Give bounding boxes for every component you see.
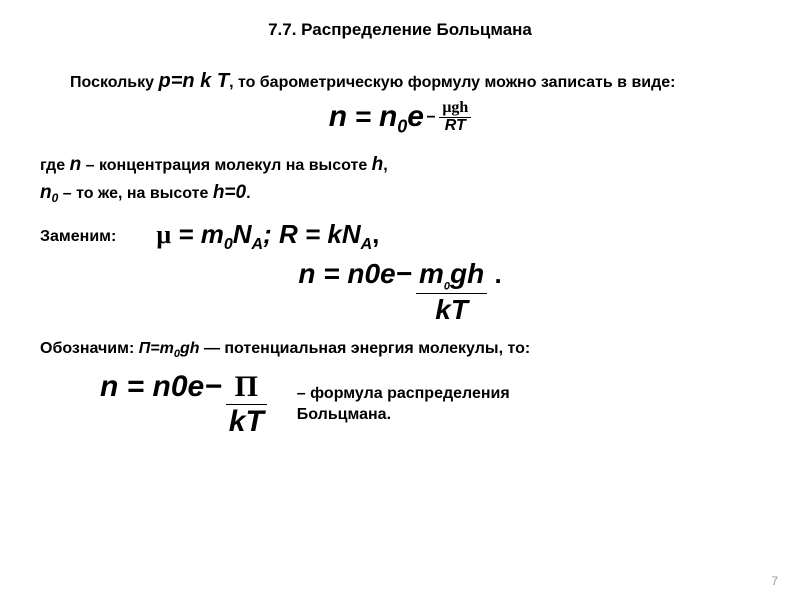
eq3-n0-sub: 0 bbox=[171, 370, 188, 403]
equation-2: n = n0e−m0ghkT . bbox=[40, 258, 760, 326]
designate-line: Обозначим: П=m0gh — потенциальная энерги… bbox=[40, 340, 760, 360]
replace-label: Заменим: bbox=[40, 228, 116, 246]
replace-mu: μ bbox=[156, 220, 171, 249]
final-formula-label: – формула распределения Больцмана. bbox=[297, 384, 597, 426]
replace-NA1: N bbox=[233, 219, 252, 249]
eq3-equals: = bbox=[118, 370, 152, 403]
eq1-exponent: −μgh RT bbox=[426, 100, 471, 135]
eq3-n0-n: n bbox=[153, 370, 171, 403]
replace-subA2: A bbox=[361, 236, 373, 253]
intro-pre: Поскольку bbox=[70, 74, 158, 91]
page-number: 7 bbox=[771, 574, 778, 588]
eq1-num: μgh bbox=[442, 99, 468, 116]
designate-pi: П=m bbox=[139, 340, 174, 357]
designate-post: — потенциальная энергия молекулы, то: bbox=[200, 340, 531, 357]
eq1-den: RT bbox=[439, 118, 471, 135]
where1-h: h bbox=[372, 154, 384, 175]
replace-eq1: = m bbox=[171, 219, 224, 249]
eq1-fraction: μgh RT bbox=[439, 100, 471, 135]
eq1-n0-sub: 0 bbox=[397, 117, 407, 137]
equation-1: n = n0e−μghRT bbox=[40, 100, 760, 138]
replace-sub0: 0 bbox=[224, 236, 233, 253]
eq2-n0-sub: 0 bbox=[364, 258, 380, 289]
eq3-exponent: −ПkT bbox=[204, 370, 267, 439]
eq3-fraction: ПkT bbox=[226, 370, 267, 439]
intro-paragraph: Поскольку p=n k T, то барометрическую фо… bbox=[40, 68, 760, 94]
where2-h: h=0 bbox=[213, 182, 246, 203]
eq3-minus: − bbox=[204, 370, 222, 404]
where2-mid: – то же, на высоте bbox=[58, 185, 213, 202]
eq3-e: e bbox=[188, 370, 205, 403]
eq1-n: n bbox=[329, 100, 347, 133]
eq2-e: e bbox=[380, 258, 396, 289]
eq2-n: n bbox=[298, 258, 315, 289]
replace-row: Заменим: μ = m0NA; R = kNA, bbox=[40, 219, 760, 254]
designate-pre: Обозначим: bbox=[40, 340, 139, 357]
where2-n: n bbox=[40, 182, 52, 203]
eq1-n0-n: n bbox=[379, 100, 397, 133]
intro-post: , то барометрическую формулу можно запис… bbox=[229, 74, 675, 91]
where1-mid: – концентрация молекул на высоте bbox=[81, 157, 372, 174]
inline-formula-pnkT: p=n k T bbox=[158, 70, 229, 92]
eq2-period: . bbox=[487, 259, 501, 289]
eq3-den: kT bbox=[226, 405, 267, 439]
eq2-den: kT bbox=[416, 294, 487, 326]
replace-semi: ; R = kN bbox=[263, 219, 361, 249]
eq2-minus: − bbox=[396, 258, 412, 290]
replace-comma: , bbox=[372, 219, 379, 249]
where1-n: n bbox=[70, 154, 82, 175]
section-title: 7.7. Распределение Больцмана bbox=[40, 20, 760, 40]
eq2-num-m: m bbox=[419, 258, 444, 289]
where-line-2: n0 – то же, на высоте h=0. bbox=[40, 180, 760, 207]
where2-end: . bbox=[246, 185, 250, 202]
eq1-minus: − bbox=[426, 109, 435, 126]
equation-3: n = n0e−ПkT bbox=[100, 370, 267, 439]
eq2-exponent: −m0ghkT bbox=[396, 258, 488, 326]
where-line-1: где n – концентрация молекул на высоте h… bbox=[40, 152, 760, 179]
designate-rest: gh bbox=[180, 340, 200, 357]
eq1-equals: = bbox=[347, 101, 379, 132]
eq3-n: n bbox=[100, 370, 118, 403]
final-row: n = n0e−ПkT – формула распределения Боль… bbox=[40, 370, 760, 439]
eq2-equals: = bbox=[315, 258, 347, 289]
eq1-e: e bbox=[407, 100, 424, 133]
where1-end: , bbox=[383, 157, 387, 174]
replace-subA1: A bbox=[252, 236, 264, 253]
eq2-n0-n: n bbox=[347, 258, 364, 289]
eq2-num-rest: gh bbox=[450, 258, 484, 289]
eq2-fraction: m0ghkT bbox=[416, 258, 487, 326]
replace-equation: μ = m0NA; R = kNA, bbox=[156, 219, 379, 254]
where1-pre: где bbox=[40, 157, 70, 174]
eq3-num: П bbox=[226, 370, 267, 405]
